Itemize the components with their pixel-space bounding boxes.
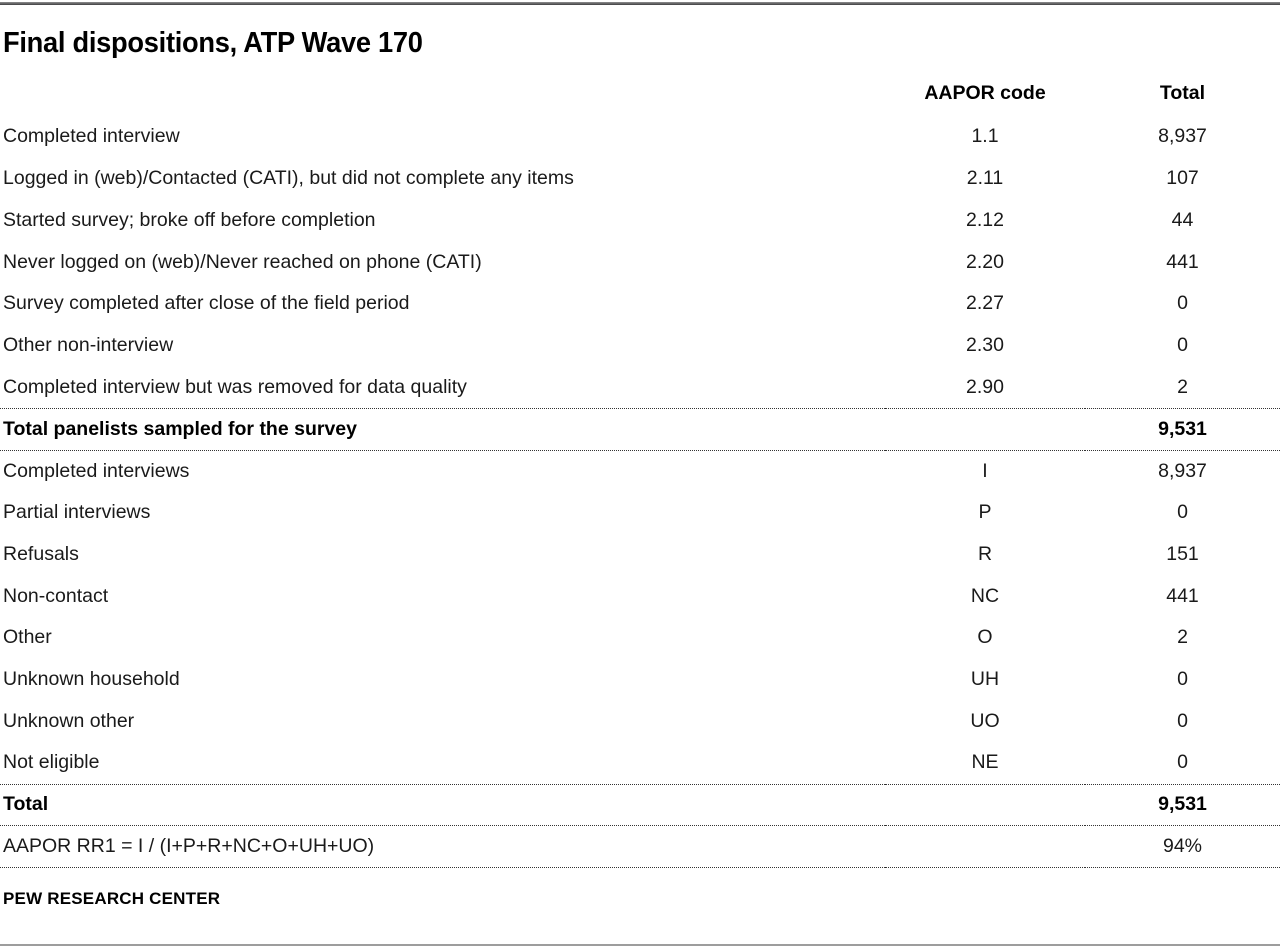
row-total: 8,937 [1158,125,1207,148]
row-aapor-code: I [982,459,988,482]
row-total: 107 [1166,167,1199,190]
row-aapor-code: UO [970,709,1000,732]
row-total: 0 [1177,668,1188,691]
row-label: Partial interviews [3,501,151,524]
table-row: Unknown household UH 0 [0,659,1280,701]
top-rule [0,2,1280,5]
table-row: Total 9,531 [0,784,1280,826]
row-total: 0 [1177,334,1188,357]
row-label: Logged in (web)/Contacted (CATI), but di… [3,167,574,190]
row-aapor-code: 2.12 [966,208,1004,231]
row-label: Completed interview [3,125,180,148]
row-label: Other [3,626,52,649]
row-total: 151 [1166,542,1199,565]
row-label: Unknown other [3,709,135,732]
row-total: 2 [1177,626,1188,649]
row-label: Other non-interview [3,334,174,357]
row-aapor-code: NC [970,584,1000,607]
table-row: Completed interviews I 8,937 [0,450,1280,492]
source-attribution: PEW RESEARCH CENTER [3,889,221,908]
row-aapor-code: 1.1 [971,125,999,148]
table-row: Started survey; broke off before complet… [0,200,1280,242]
table-row: Unknown other UO 0 [0,701,1280,743]
row-total: 0 [1177,709,1188,732]
row-aapor-code: 2.27 [966,292,1004,315]
page-title-text: Final dispositions, ATP Wave 170 [3,27,423,59]
row-label: Completed interview but was removed for … [3,375,467,398]
table-row: Logged in (web)/Contacted (CATI), but di… [0,158,1280,200]
row-label: Never logged on (web)/Never reached on p… [3,250,482,273]
row-aapor-code [885,408,1085,450]
row-aapor-code: 2.11 [966,167,1004,190]
bottom-rule [0,944,1280,946]
row-label: Non-contact [3,584,109,607]
row-total: 2 [1177,375,1188,398]
table-row: Never logged on (web)/Never reached on p… [0,241,1280,283]
row-aapor-code: O [977,626,993,649]
col-header-total: Total [1159,82,1206,104]
row-total: 44 [1171,208,1194,231]
table-row: Refusals R 151 [0,534,1280,576]
row-label: Total [3,793,49,816]
table-row: AAPOR RR1 = I / (I+P+R+NC+O+UH+UO) 94% [0,826,1280,868]
row-aapor-code: 2.20 [966,250,1004,273]
row-total: 0 [1177,751,1188,774]
row-label: AAPOR RR1 = I / (I+P+R+NC+O+UH+UO) [3,835,375,858]
row-aapor-code: UH [970,668,1000,691]
row-total: 9,531 [1158,417,1207,440]
row-label: Not eligible [3,751,100,774]
row-total: 8,937 [1158,459,1207,482]
table-header-row: AAPOR code Total [0,59,1280,116]
col-header-label [0,59,885,116]
table-row: Completed interview 1.1 8,937 [0,116,1280,158]
row-label: Total panelists sampled for the survey [3,417,357,440]
table-row: Partial interviews P 0 [0,492,1280,534]
row-total: 9,531 [1158,793,1207,816]
row-aapor-code: 2.30 [966,334,1004,357]
row-aapor-code: NE [971,751,999,774]
row-label: Unknown household [3,668,180,691]
row-total: 0 [1177,501,1188,524]
row-label: Refusals [3,542,79,565]
row-total: 441 [1166,250,1199,273]
row-label: Survey completed after close of the fiel… [3,292,410,315]
final-dispositions-table: AAPOR code Total Completed interview 1.1… [0,59,1280,868]
table-row: Completed interview but was removed for … [0,367,1280,409]
table-body: Completed interview 1.1 8,937 Logged in … [0,116,1280,868]
page-title: Final dispositions, ATP Wave 170 [0,0,1280,59]
row-aapor-code: 2.90 [966,375,1004,398]
table-row: Non-contact NC 441 [0,575,1280,617]
col-header-aapor-code: AAPOR code [924,82,1046,104]
row-total: 94% [1162,835,1203,858]
table-row: Total panelists sampled for the survey 9… [0,408,1280,450]
table-row: Other non-interview 2.30 0 [0,325,1280,367]
row-aapor-code: R [977,542,993,565]
row-label: Completed interviews [3,459,190,482]
table-row: Survey completed after close of the fiel… [0,283,1280,325]
table-row: Not eligible NE 0 [0,742,1280,784]
row-total: 441 [1166,584,1199,607]
table-row: Other O 2 [0,617,1280,659]
row-aapor-code: P [978,501,992,524]
row-total: 0 [1177,292,1188,315]
row-aapor-code [885,826,1085,868]
table-header: AAPOR code Total [0,59,1280,116]
row-label: Started survey; broke off before complet… [3,208,376,231]
row-aapor-code [885,784,1085,826]
